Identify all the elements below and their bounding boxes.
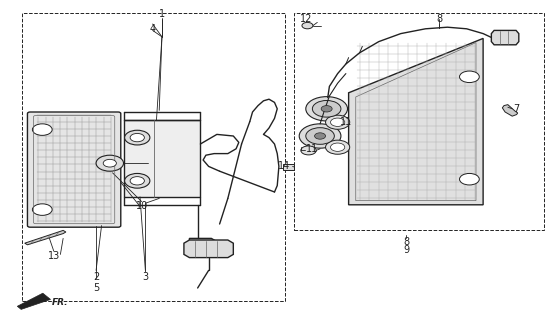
Circle shape bbox=[460, 173, 479, 185]
Text: 2: 2 bbox=[93, 272, 99, 282]
Text: 9: 9 bbox=[403, 244, 410, 255]
Circle shape bbox=[103, 159, 116, 167]
Circle shape bbox=[312, 100, 341, 117]
Text: 13: 13 bbox=[48, 251, 60, 261]
Text: 8: 8 bbox=[436, 14, 442, 24]
Circle shape bbox=[32, 204, 52, 215]
Circle shape bbox=[315, 133, 326, 139]
Circle shape bbox=[306, 97, 348, 121]
Circle shape bbox=[326, 115, 350, 129]
Text: 1: 1 bbox=[159, 9, 165, 20]
Text: 8: 8 bbox=[403, 236, 410, 247]
Polygon shape bbox=[17, 293, 51, 309]
Circle shape bbox=[130, 133, 144, 142]
Circle shape bbox=[302, 22, 313, 29]
Polygon shape bbox=[25, 230, 66, 245]
Polygon shape bbox=[491, 30, 519, 45]
Text: 10: 10 bbox=[136, 201, 148, 212]
Text: 7: 7 bbox=[513, 104, 519, 114]
Circle shape bbox=[125, 130, 150, 145]
Circle shape bbox=[32, 124, 52, 135]
Polygon shape bbox=[502, 105, 518, 116]
Circle shape bbox=[321, 106, 332, 112]
Polygon shape bbox=[349, 38, 483, 205]
Circle shape bbox=[301, 146, 316, 155]
FancyBboxPatch shape bbox=[27, 112, 121, 227]
Polygon shape bbox=[189, 238, 217, 254]
Circle shape bbox=[460, 71, 479, 83]
Text: 12: 12 bbox=[300, 14, 312, 24]
Text: 11: 11 bbox=[340, 116, 352, 127]
Bar bbox=[22, 13, 285, 301]
Polygon shape bbox=[184, 240, 233, 258]
Bar bbox=[124, 120, 200, 197]
Text: 5: 5 bbox=[93, 283, 99, 293]
Circle shape bbox=[130, 177, 144, 185]
Circle shape bbox=[326, 140, 350, 154]
Circle shape bbox=[330, 118, 345, 126]
Bar bbox=[283, 164, 294, 170]
Circle shape bbox=[125, 173, 150, 188]
Text: 14: 14 bbox=[278, 161, 290, 172]
Circle shape bbox=[330, 143, 345, 151]
Text: 3: 3 bbox=[142, 272, 149, 282]
Bar bbox=[294, 13, 544, 230]
Text: 11: 11 bbox=[306, 144, 318, 154]
Text: 4: 4 bbox=[149, 24, 156, 34]
Circle shape bbox=[299, 124, 341, 148]
Circle shape bbox=[306, 128, 334, 144]
Text: FR.: FR. bbox=[52, 298, 69, 307]
Circle shape bbox=[96, 155, 124, 171]
